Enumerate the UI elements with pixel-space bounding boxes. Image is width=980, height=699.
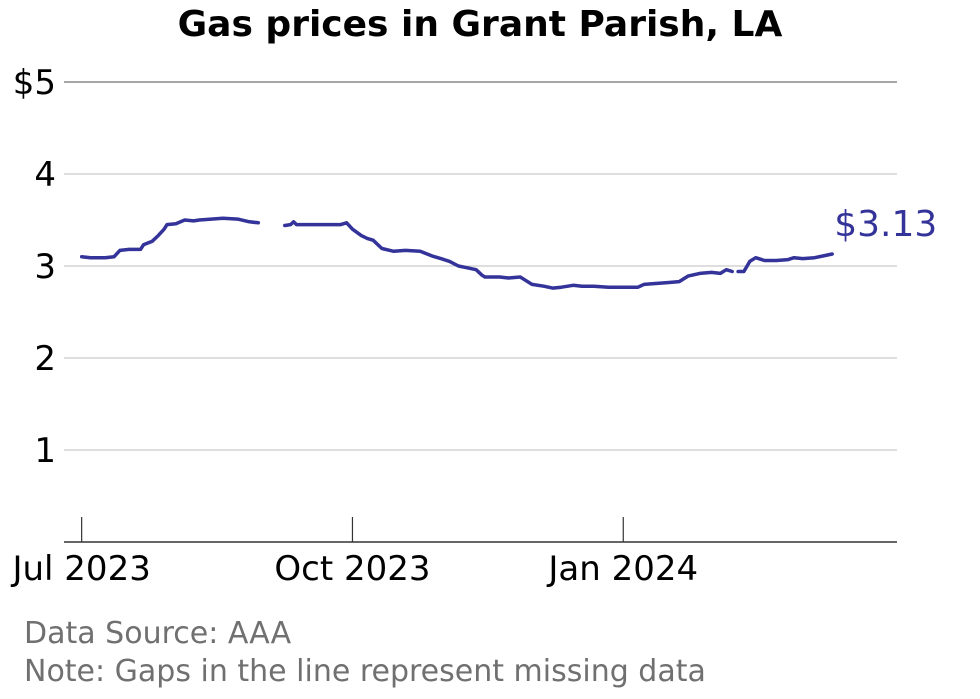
series-line-segment	[79, 216, 261, 260]
end-value-label: $3.13	[834, 204, 937, 245]
y-tick-label: 2	[34, 339, 56, 379]
line-chart: 1 2 3 4 $5 Jul 2023 Oct 2023 Jan 2024 $3.13	[10, 63, 937, 589]
x-tick-label: Jul 2023	[10, 549, 150, 589]
y-tick-label: $5	[13, 63, 56, 103]
gridlines	[64, 81, 897, 451]
axes: 1 2 3 4 $5 Jul 2023 Oct 2023 Jan 2024	[10, 63, 897, 589]
gaps-note: Note: Gaps in the line represent missing…	[24, 654, 706, 689]
series-line-segment	[736, 252, 834, 274]
x-tick-label: Jan 2024	[546, 549, 698, 589]
y-tick-label: 4	[34, 155, 56, 195]
data-source-note: Data Source: AAA	[24, 616, 292, 651]
end-label-group: $3.13	[834, 204, 937, 245]
price-series	[79, 216, 834, 290]
series-line-segment	[283, 220, 734, 290]
y-tick-label: 3	[34, 247, 56, 287]
x-tick-label: Oct 2023	[274, 549, 430, 589]
y-tick-label: 1	[34, 431, 56, 471]
chart-title: Gas prices in Grant Parish, LA	[177, 4, 783, 45]
